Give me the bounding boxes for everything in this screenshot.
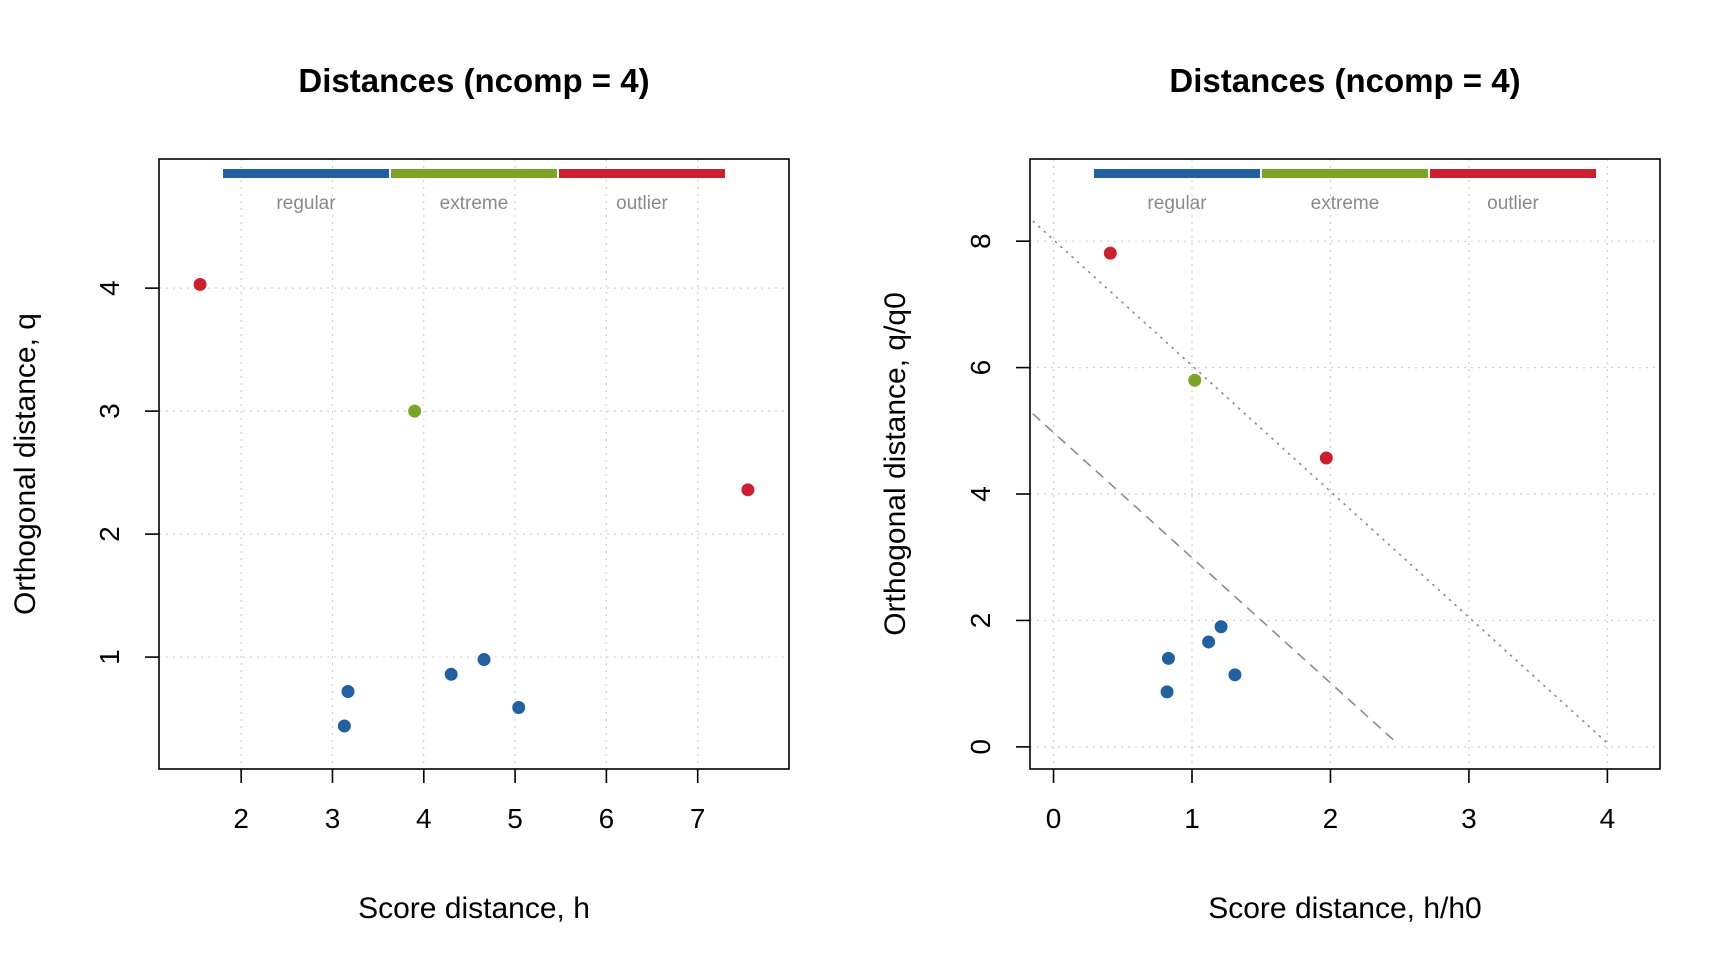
right-legend-label-outlier: outlier bbox=[1487, 193, 1539, 214]
left-y-tick-label: 4 bbox=[94, 280, 125, 296]
right-point-outlier bbox=[1103, 246, 1117, 260]
right-y-tick-label: 8 bbox=[965, 233, 996, 249]
left-x-tick-label: 7 bbox=[690, 803, 706, 834]
right-y-tick-label: 4 bbox=[965, 486, 996, 502]
right-x-tick-label: 2 bbox=[1323, 803, 1339, 834]
left-x-tick-label: 3 bbox=[325, 803, 341, 834]
right-plot-frame bbox=[1029, 158, 1661, 770]
right-legend-bar-regular bbox=[1094, 169, 1260, 178]
right-x-tick-label: 0 bbox=[1046, 803, 1062, 834]
left-y-axis-label: Orthogonal distance, q bbox=[9, 313, 42, 615]
right-point-regular bbox=[1214, 620, 1228, 634]
left-x-tick-label: 5 bbox=[507, 803, 523, 834]
right-legend-bar-extreme bbox=[1262, 169, 1428, 178]
right-point-regular bbox=[1160, 685, 1174, 699]
left-point-outlier bbox=[741, 483, 755, 497]
left-x-tick-label: 2 bbox=[233, 803, 249, 834]
right-legend-label-extreme: extreme bbox=[1311, 193, 1380, 214]
right-x-tick-label: 4 bbox=[1600, 803, 1616, 834]
left-point-regular bbox=[341, 685, 355, 699]
right-y-axis-label: Orthogonal distance, q/q0 bbox=[879, 292, 912, 636]
right-point-outlier bbox=[1319, 451, 1333, 465]
left-point-regular bbox=[477, 653, 491, 667]
right-y-tick-label: 2 bbox=[965, 613, 996, 629]
left-point-regular bbox=[337, 719, 351, 733]
right-y-tick-label: 0 bbox=[965, 739, 996, 755]
left-legend-label-extreme: extreme bbox=[440, 193, 509, 214]
left-legend-bar-regular bbox=[223, 169, 389, 178]
right-x-tick-label: 3 bbox=[1461, 803, 1477, 834]
right-y-tick-label: 6 bbox=[965, 360, 996, 376]
left-y-tick-label: 2 bbox=[94, 526, 125, 542]
left-point-regular bbox=[512, 701, 526, 715]
right-point-regular bbox=[1161, 651, 1175, 665]
left-point-extreme bbox=[408, 404, 422, 418]
right-point-regular bbox=[1228, 668, 1242, 682]
right-point-regular bbox=[1202, 635, 1216, 649]
left-point-regular bbox=[444, 667, 458, 681]
left-x-axis-label: Score distance, h bbox=[358, 892, 590, 925]
left-legend-label-outlier: outlier bbox=[616, 193, 668, 214]
left-legend-bar-extreme bbox=[391, 169, 557, 178]
left-y-tick-label: 1 bbox=[94, 649, 125, 665]
right-legend-label-regular: regular bbox=[1147, 193, 1207, 214]
right-chart-title: Distances (ncomp = 4) bbox=[1169, 62, 1520, 99]
right-panel: Distances (ncomp = 4) regular extreme outl… bbox=[879, 62, 1661, 925]
right-legend-bar-outlier bbox=[1430, 169, 1596, 178]
left-chart-title: Distances (ncomp = 4) bbox=[298, 62, 649, 99]
right-point-extreme bbox=[1188, 373, 1202, 387]
left-legend-bar-outlier bbox=[559, 169, 725, 178]
left-legend-label-regular: regular bbox=[276, 193, 336, 214]
left-panel: Distances (ncomp = 4) regular extreme outl… bbox=[9, 62, 790, 925]
right-x-axis-label: Score distance, h/h0 bbox=[1208, 892, 1482, 925]
left-x-tick-label: 6 bbox=[599, 803, 615, 834]
left-point-outlier bbox=[193, 277, 207, 291]
left-y-tick-label: 3 bbox=[94, 403, 125, 419]
right-critical-limit-extreme-line bbox=[1032, 413, 1395, 742]
left-plot-frame bbox=[158, 158, 790, 770]
right-critical-limit-outlier-line bbox=[1032, 220, 1611, 747]
right-x-tick-label: 1 bbox=[1184, 803, 1200, 834]
left-x-tick-label: 4 bbox=[416, 803, 432, 834]
